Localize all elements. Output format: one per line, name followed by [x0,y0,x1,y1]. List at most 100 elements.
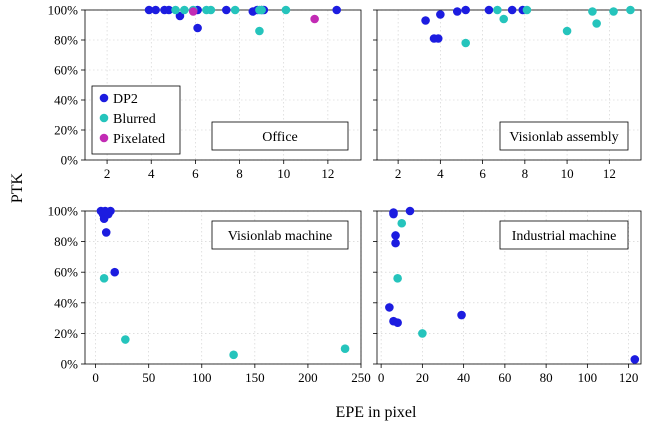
point-dp2 [389,209,398,219]
x-tick-label: 12 [321,166,334,181]
point-blurred [609,7,618,16]
point-blurred [493,5,502,15]
x-tick-label: 100 [192,370,212,385]
x-tick-label: 250 [351,370,371,385]
legend-label-blurred: Blurred [113,112,156,127]
panel-label-box [499,220,629,250]
y-tick-label: 80% [54,33,78,48]
point-blurred [522,5,532,15]
point-blurred [255,26,264,36]
y-tick-label: 100% [48,204,79,219]
panel-label: Visionlab assembly [509,130,618,145]
panel-4: 0 20 40 60 80 100 120 Industrial machine [373,206,642,385]
point-dp2 [164,5,174,15]
y-tick-label: 60% [54,63,78,78]
y-tick-label: 0% [61,153,79,168]
point-dp2 [175,11,185,21]
point-blurred [340,344,350,354]
point-dp2 [452,7,462,16]
point-blurred [562,26,572,36]
point-dp2 [391,231,400,240]
point-dp2 [507,5,517,15]
panel-label-box [211,121,349,151]
point-dp2 [110,267,120,277]
point-dp2 [332,5,342,15]
x-tick-label: 120 [619,370,639,385]
legend-marker-pixelated [99,133,109,143]
point-dp2 [391,238,400,248]
panel-label: Industrial machine [512,229,617,244]
point-blurred [171,5,180,15]
point-blurred [229,350,238,360]
point-dp2 [421,16,430,25]
x-tick-label: 40 [457,370,470,385]
panel-3: 0% 20% 40% 60% 80% 100% 0 50 100 150 200 250 Visionl… [48,204,371,386]
point-pixelated [310,14,319,24]
point-blurred [99,274,109,283]
x-axis-title: EPE in pixel [336,404,417,421]
x-tick-label: 80 [540,370,553,385]
point-dp2 [484,5,494,15]
x-tick-label: 200 [298,370,318,385]
x-tick-label: 150 [245,370,265,385]
y-tick-label: 100% [48,3,79,18]
y-tick-label: 80% [54,234,78,249]
panel-2: 2 4 6 8 10 12 Visionlab assembly [373,5,642,181]
panel-label: Office [262,130,298,145]
plot-frame [376,210,642,365]
panel-label: Visionlab machine [228,229,333,244]
plot-frame [84,210,362,365]
x-tick-label: 10 [561,166,574,181]
panel-label-box [499,121,629,151]
point-dp2 [630,355,640,364]
point-blurred [418,329,427,338]
point-dp2 [144,5,154,15]
x-tick-label: 2 [395,166,402,181]
point-dp2 [393,318,402,327]
point-blurred [588,7,597,16]
legend-marker-dp2 [99,93,109,103]
legend: DP2 Blurred Pixelated [91,85,181,155]
y-tick-label: 60% [54,265,78,280]
legend-label-pixelated: Pixelated [113,132,165,147]
point-blurred [206,5,216,15]
point-pixelated [188,7,198,16]
point-blurred [499,14,509,24]
y-axis-title: PTK [9,172,26,203]
point-dp2 [151,5,160,15]
x-tick-label: 60 [498,370,511,385]
x-tick-label: 8 [236,166,243,181]
y-tick-label: 20% [54,123,78,138]
panel-1: 0% 20% 40% 60% 80% 100% 2 4 6 8 10 12 Office [48,3,362,181]
point-dp2 [436,10,445,19]
point-blurred [397,218,407,228]
x-tick-label: 100 [578,370,598,385]
y-tick-label: 40% [54,93,78,108]
x-tick-label: 10 [277,166,290,181]
x-tick-label: 50 [142,370,155,385]
point-blurred [180,5,189,15]
point-dp2 [106,206,115,216]
point-dp2 [405,206,415,216]
legend-marker-blurred [99,113,109,123]
point-blurred [257,5,266,15]
point-dp2 [457,310,466,320]
point-blurred [121,335,130,344]
point-blurred [281,5,291,15]
point-dp2 [385,303,394,312]
x-tick-label: 12 [603,166,616,181]
x-tick-label: 6 [192,166,199,181]
x-tick-label: 8 [522,166,529,181]
point-blurred [393,274,402,283]
x-tick-label: 4 [148,166,155,181]
point-dp2 [461,5,471,15]
point-blurred [230,5,240,15]
point-dp2 [433,34,443,43]
y-tick-label: 0% [61,357,79,372]
y-tick-label: 40% [54,295,78,310]
panel-label-box [211,220,349,250]
x-tick-label: 2 [104,166,111,181]
point-blurred [626,5,635,15]
x-tick-label: 4 [437,166,444,181]
